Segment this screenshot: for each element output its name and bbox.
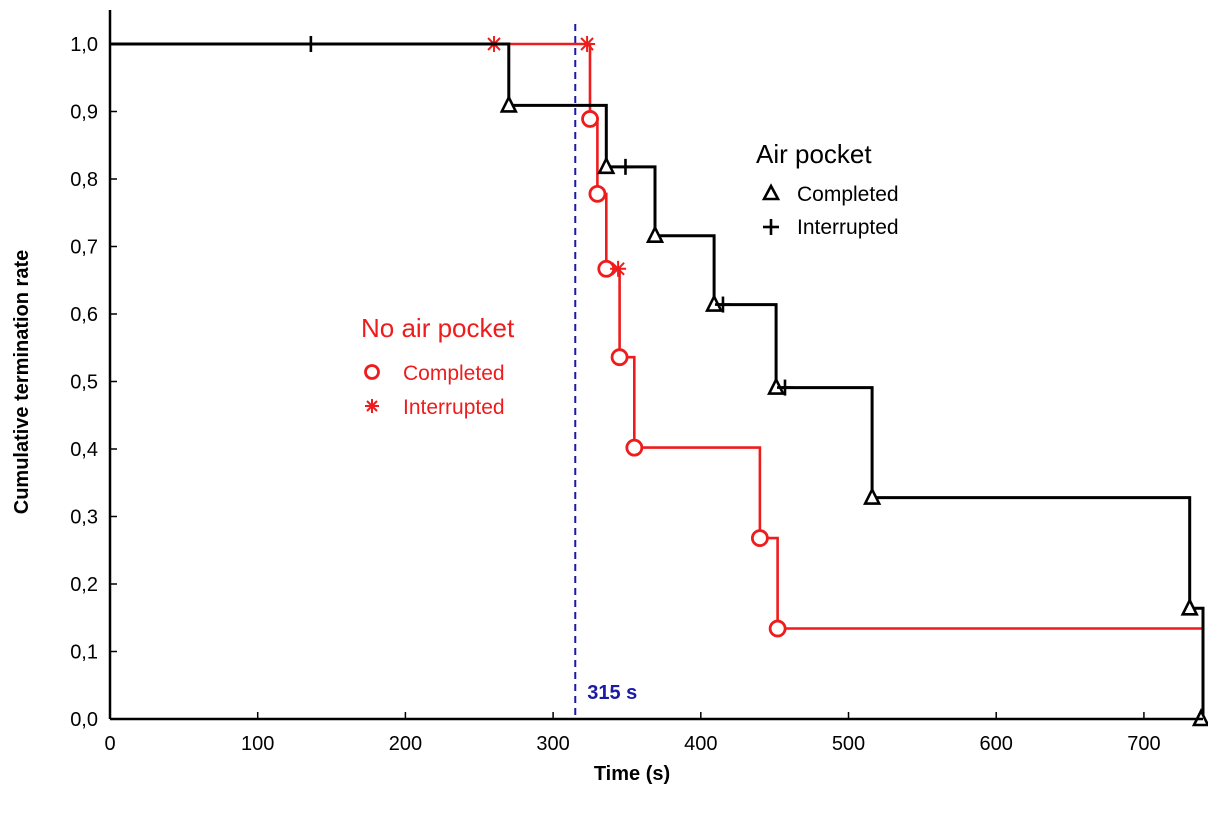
legend-title: No air pocket — [361, 313, 515, 343]
completed-triangle-marker — [1180, 597, 1199, 616]
legend-item-label: Completed — [797, 183, 899, 206]
series-line — [110, 42, 1203, 630]
series-no-air-pocket — [110, 36, 1203, 638]
completed-circle-marker — [768, 619, 787, 638]
y-tick-label: 0,6 — [70, 304, 98, 326]
legend-item-label: Interrupted — [797, 216, 899, 239]
y-tick-label: 1,0 — [70, 34, 98, 56]
y-axis-title: Cumulative termination rate — [11, 250, 33, 515]
x-tick-label: 500 — [832, 733, 865, 755]
interrupted-plus-marker — [714, 296, 731, 313]
legend-title: Air pocket — [756, 139, 872, 169]
legend-item-label: Interrupted — [403, 396, 505, 419]
x-tick-label: 0 — [104, 733, 115, 755]
completed-triangle-marker — [863, 486, 882, 505]
completed-circle-marker — [750, 529, 769, 547]
x-tick-label: 700 — [1127, 733, 1160, 755]
x-tick-label: 400 — [684, 733, 717, 755]
completed-circle-marker — [625, 438, 644, 457]
x-tick-label: 300 — [536, 733, 569, 755]
y-tick-label: 0,8 — [70, 169, 98, 191]
circle-marker-icon — [364, 364, 380, 380]
interrupted-plus-marker — [777, 379, 794, 396]
completed-circle-marker — [588, 184, 607, 203]
x-tick-label: 600 — [980, 733, 1013, 755]
asterisk-marker-icon — [365, 399, 379, 413]
series-group — [110, 36, 1208, 727]
completed-triangle-marker — [499, 94, 518, 113]
completed-triangle-marker — [597, 155, 616, 175]
x-axis-title: Time (s) — [594, 763, 670, 785]
completed-circle-marker — [581, 110, 599, 128]
triangle-marker-icon — [761, 183, 781, 201]
y-tick-label: 0,4 — [70, 439, 98, 461]
interrupted-plus-marker — [617, 158, 634, 175]
y-tick-label: 0,2 — [70, 574, 98, 596]
series-line — [110, 42, 1205, 719]
interrupted-asterisk-marker — [610, 260, 627, 277]
interrupted-asterisk-marker — [579, 36, 596, 52]
y-tick-label: 0,1 — [70, 642, 98, 664]
y-tick-label: 0,5 — [70, 372, 98, 394]
series-air-pocket — [110, 36, 1208, 727]
interrupted-plus-marker — [302, 36, 319, 52]
y-tick-label: 0,7 — [70, 237, 98, 259]
y-tick-label: 0,9 — [70, 102, 98, 124]
ticks-group: 0 100 200 300 400 500 600 700 0,0 0,1 0,2 0,3 0,4 0,5… — [70, 34, 1160, 755]
legend-air-pocket: Air pocket Completed Interrupted — [756, 139, 899, 239]
axes-group — [108, 10, 1203, 721]
legend-item-label: Completed — [403, 362, 505, 385]
x-tick-label: 100 — [241, 733, 274, 755]
y-tick-label: 0,3 — [70, 507, 98, 529]
plus-marker-icon — [763, 219, 779, 235]
legend-no-air-pocket: No air pocket Completed Interrupted — [361, 313, 515, 419]
reference-line-group: 315 s — [574, 24, 637, 719]
y-tick-label: 0,0 — [70, 709, 98, 731]
completed-circle-marker — [610, 348, 629, 367]
reference-line-label: 315 s — [587, 682, 637, 704]
completed-triangle-marker — [645, 224, 665, 243]
x-tick-label: 200 — [389, 733, 422, 755]
